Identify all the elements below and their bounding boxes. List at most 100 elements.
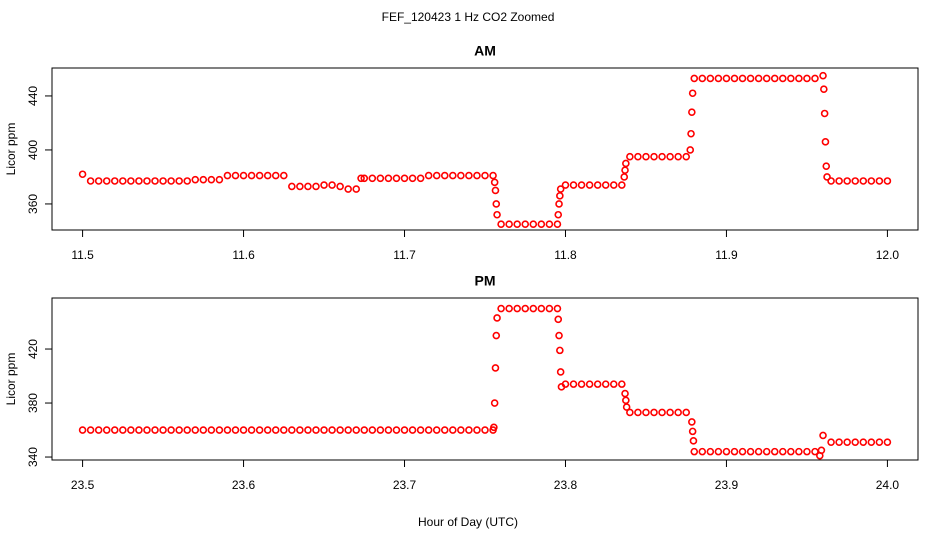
data-point	[688, 427, 697, 436]
data-point	[867, 438, 876, 446]
data-point	[279, 171, 288, 180]
data-point	[577, 380, 586, 388]
data-point	[490, 423, 498, 432]
data-point	[738, 74, 747, 83]
data-point	[215, 426, 224, 434]
data-point	[819, 71, 827, 80]
data-point	[618, 181, 626, 189]
data-point	[778, 74, 787, 83]
data-point	[473, 171, 481, 180]
data-point	[102, 177, 111, 185]
data-point	[110, 177, 119, 185]
data-point	[545, 304, 554, 313]
x-tick-label: 23.5	[71, 478, 95, 492]
data-point	[408, 174, 417, 183]
data-point	[94, 426, 103, 434]
x-tick-label: 23.7	[393, 478, 417, 492]
data-point	[714, 74, 723, 83]
data-point	[537, 220, 546, 228]
data-point	[827, 438, 835, 446]
data-point	[288, 182, 296, 191]
data-point	[835, 177, 843, 185]
x-tick-label: 11.6	[232, 248, 255, 262]
plot-box	[51, 67, 919, 231]
data-point	[822, 162, 831, 170]
x-tick-label: 11.5	[71, 248, 94, 262]
data-point	[175, 177, 183, 185]
data-point	[376, 426, 385, 434]
data-point	[296, 182, 304, 191]
data-point	[770, 74, 779, 83]
data-point	[175, 426, 183, 434]
x-tick-label: 23.9	[715, 478, 739, 492]
data-point	[497, 220, 505, 228]
data-point	[843, 177, 851, 185]
data-point	[859, 438, 868, 446]
data-point	[688, 418, 696, 426]
data-point	[556, 368, 565, 376]
data-point	[215, 175, 224, 184]
data-point	[78, 426, 87, 434]
y-axis-label: Licor ppm	[4, 123, 18, 176]
data-point	[239, 426, 248, 434]
data-point	[465, 171, 473, 180]
data-point	[400, 426, 409, 434]
data-point	[820, 85, 828, 93]
y-axis-label: Licor ppm	[4, 353, 18, 406]
data-point	[151, 426, 159, 434]
data-point	[312, 182, 320, 191]
data-point	[207, 175, 216, 184]
data-point	[191, 426, 200, 434]
data-point	[811, 74, 819, 83]
data-point	[883, 177, 892, 185]
data-point	[529, 220, 538, 228]
data-point	[400, 174, 409, 183]
data-point	[688, 89, 697, 98]
data-point	[167, 177, 175, 185]
data-point	[368, 426, 377, 434]
data-point	[440, 171, 449, 180]
data-point	[823, 173, 831, 181]
data-point	[513, 304, 521, 313]
data-point	[392, 426, 401, 434]
data-point	[593, 380, 602, 388]
data-point	[686, 146, 695, 154]
y-tick-label: 400	[26, 140, 40, 160]
data-point	[78, 170, 87, 179]
data-point	[553, 220, 562, 228]
data-point	[795, 74, 803, 83]
data-point	[682, 408, 691, 417]
data-point	[674, 408, 682, 417]
data-point	[491, 186, 500, 195]
data-point	[778, 447, 787, 456]
data-point	[490, 399, 499, 407]
data-point	[127, 426, 135, 434]
data-point	[666, 152, 674, 161]
data-point	[561, 380, 570, 388]
data-point	[255, 171, 264, 180]
y-tick-label: 340	[26, 447, 40, 467]
data-point	[642, 152, 650, 161]
data-point	[384, 174, 393, 183]
data-point	[690, 447, 699, 456]
data-point	[344, 185, 352, 193]
data-point	[457, 171, 465, 180]
y-tick-label: 360	[26, 194, 40, 214]
data-point	[239, 171, 248, 180]
data-point	[658, 152, 666, 161]
data-point	[416, 426, 425, 434]
data-point	[352, 185, 361, 193]
data-point	[622, 396, 630, 405]
data-point	[432, 171, 441, 180]
data-point	[754, 74, 763, 83]
data-point	[473, 426, 481, 434]
data-point	[820, 109, 829, 118]
data-point	[491, 364, 500, 372]
x-tick-label: 12.0	[876, 248, 900, 262]
data-point	[555, 331, 563, 340]
data-point	[493, 210, 501, 219]
data-point	[634, 152, 642, 161]
data-point	[490, 178, 499, 187]
data-point	[817, 446, 826, 455]
